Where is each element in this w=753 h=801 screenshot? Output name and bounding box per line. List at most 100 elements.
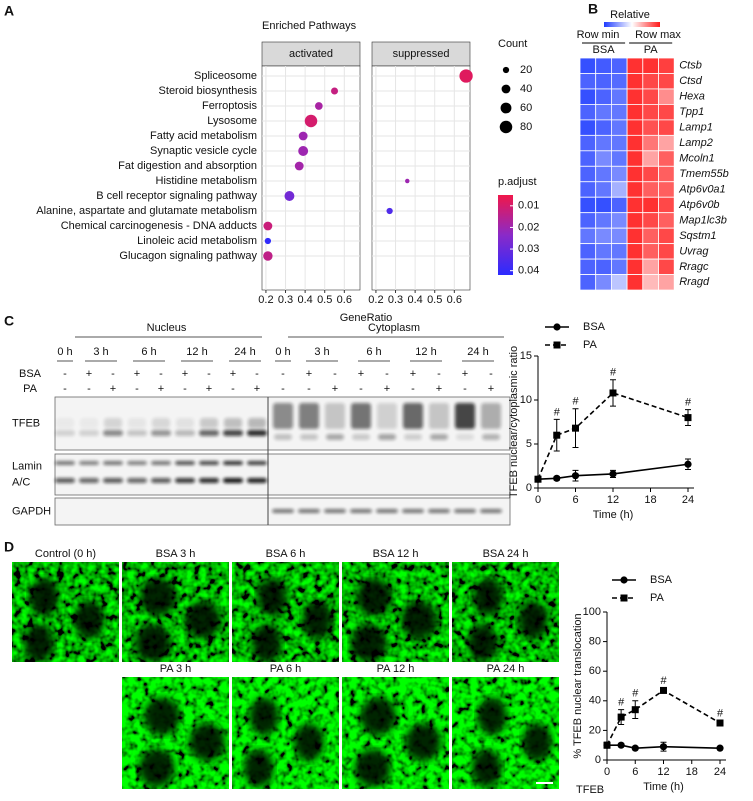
treatment-sign: - bbox=[87, 383, 91, 395]
treatment-sign: - bbox=[135, 383, 139, 395]
band bbox=[55, 478, 75, 483]
heatmap-cell bbox=[658, 134, 675, 152]
band bbox=[402, 509, 424, 513]
gene-label: Ctsd bbox=[679, 75, 703, 87]
heatmap-cell bbox=[579, 227, 597, 245]
heatmap-cell bbox=[658, 181, 675, 198]
band bbox=[199, 461, 219, 465]
nucleus bbox=[522, 723, 553, 762]
time-label: 0 h bbox=[275, 346, 290, 358]
heatmap-cell bbox=[611, 212, 628, 229]
band bbox=[79, 478, 99, 483]
nucleus bbox=[467, 624, 498, 662]
y-axis-label: TFEB nuclear/cytoplasmic ratio bbox=[508, 346, 520, 498]
treatment-sign: + bbox=[182, 368, 188, 380]
y-tick-label: 60 bbox=[589, 665, 601, 677]
band bbox=[199, 478, 219, 483]
heatmap-cell bbox=[658, 150, 675, 167]
time-label: 12 h bbox=[415, 346, 436, 358]
gene-label: Hexa bbox=[679, 91, 705, 103]
heatmap-cell bbox=[579, 274, 597, 291]
band bbox=[325, 403, 345, 429]
legend-marker bbox=[620, 576, 628, 584]
band bbox=[247, 430, 267, 436]
marker bbox=[716, 744, 724, 752]
nucleus bbox=[185, 601, 222, 639]
heatmap-cell bbox=[611, 73, 628, 90]
heatmap-cell bbox=[611, 119, 628, 136]
marker bbox=[617, 741, 625, 749]
y-tick-label: 20 bbox=[589, 724, 601, 736]
treatment-sign: - bbox=[159, 368, 163, 380]
nucleus bbox=[471, 749, 502, 788]
band bbox=[152, 418, 170, 428]
heatmap-cell bbox=[611, 196, 628, 214]
treatment-sign: - bbox=[437, 368, 441, 380]
band bbox=[127, 430, 147, 436]
dot bbox=[331, 87, 339, 95]
nucleus bbox=[23, 624, 54, 662]
legend-label: PA bbox=[650, 592, 665, 604]
band bbox=[378, 434, 396, 440]
legend-marker bbox=[553, 323, 561, 331]
band bbox=[429, 403, 449, 429]
nucleus bbox=[477, 697, 508, 736]
treatment-sign: + bbox=[206, 383, 212, 395]
x-tick-label: 0 bbox=[535, 494, 541, 506]
gene-label: Lamp2 bbox=[679, 137, 713, 149]
panel-label: C bbox=[4, 313, 14, 329]
plot-panel bbox=[371, 65, 471, 291]
nucleus bbox=[140, 578, 177, 616]
nucleus bbox=[249, 697, 280, 736]
nucleus bbox=[74, 601, 105, 639]
band bbox=[151, 478, 171, 483]
heatmap-cell bbox=[595, 243, 612, 260]
category-label: Alanine, aspartate and glutamate metabol… bbox=[36, 205, 257, 217]
treatment-sign: + bbox=[410, 368, 416, 380]
series-line bbox=[606, 689, 721, 746]
heatmap-cell bbox=[642, 258, 659, 275]
treatment-sign: + bbox=[254, 383, 260, 395]
significance: # bbox=[618, 697, 625, 709]
legend-dot bbox=[499, 120, 513, 134]
heatmap-cell bbox=[626, 258, 644, 275]
x-axis-label: Time (h) bbox=[643, 781, 684, 793]
band bbox=[175, 461, 195, 465]
heatmap-cell bbox=[611, 165, 628, 183]
treatment-sign: - bbox=[463, 383, 467, 395]
treatment-sign: + bbox=[306, 368, 312, 380]
band bbox=[247, 478, 267, 483]
treatment-sign: + bbox=[134, 368, 140, 380]
nucleus bbox=[350, 624, 387, 662]
dot bbox=[386, 207, 393, 215]
band bbox=[127, 461, 147, 465]
legend-marker bbox=[553, 341, 561, 349]
heatmap-cell bbox=[658, 196, 675, 214]
band bbox=[273, 403, 293, 429]
heatmap-cell bbox=[579, 73, 597, 90]
x-axis-label: Time (h) bbox=[593, 509, 634, 521]
heatmap-cell bbox=[579, 165, 597, 183]
heatmap-cell bbox=[658, 243, 675, 260]
group-label: BSA bbox=[593, 44, 616, 56]
heatmap-cell bbox=[611, 274, 628, 291]
heatmap-cell bbox=[611, 104, 628, 121]
legend-dot bbox=[500, 102, 512, 114]
heatmap-cell bbox=[579, 181, 597, 198]
heatmap-cell bbox=[611, 181, 628, 198]
heatmap-cell bbox=[579, 258, 597, 275]
heatmap-cell bbox=[579, 243, 597, 260]
band bbox=[56, 418, 74, 428]
heatmap-cell bbox=[611, 134, 628, 152]
color-key bbox=[604, 22, 660, 27]
heatmap-cell bbox=[595, 165, 612, 183]
x-tick-label: 0.5 bbox=[317, 294, 332, 306]
band bbox=[79, 430, 99, 436]
marker bbox=[553, 474, 561, 482]
plot-panel bbox=[261, 65, 361, 291]
treatment-sign: - bbox=[255, 368, 259, 380]
band bbox=[456, 434, 474, 440]
band bbox=[80, 418, 98, 428]
nucleus bbox=[360, 697, 397, 736]
dot bbox=[405, 178, 410, 184]
